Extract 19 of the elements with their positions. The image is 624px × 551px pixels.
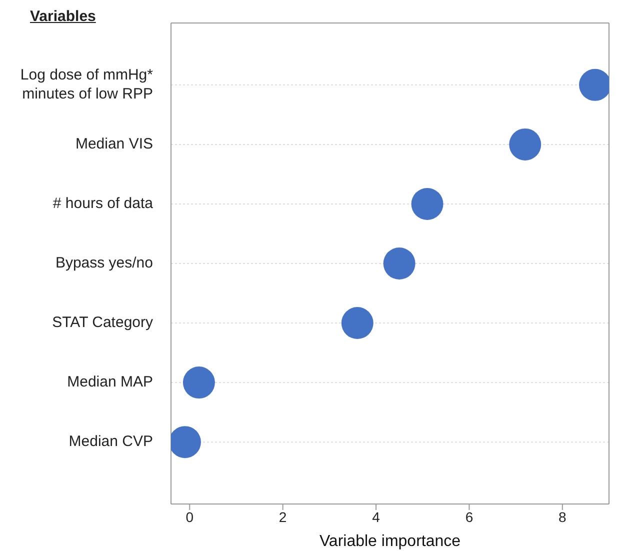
point <box>411 188 444 220</box>
x-axis-title: Variable importance <box>319 533 461 550</box>
x-tick-label: 2 <box>278 508 287 525</box>
y-tick-label: Median MAP <box>67 374 153 391</box>
x-tick-label: 8 <box>558 508 567 525</box>
point <box>182 366 215 399</box>
x-tick-label: 4 <box>372 508 380 525</box>
x-tick-label: 6 <box>465 508 474 525</box>
y-tick-label: Log dose of mmHg* minutes of low RPP <box>20 66 154 102</box>
point <box>509 128 542 160</box>
x-tick-label: 0 <box>186 508 194 525</box>
point <box>341 307 374 340</box>
y-axis-title: Variables <box>30 8 96 25</box>
y-tick-label: Median CVP <box>68 433 153 450</box>
y-tick-label: Median VIS <box>75 135 153 152</box>
point <box>383 248 416 280</box>
y-tick-label: Bypass yes/no <box>55 254 153 272</box>
y-tick-label: STAT Category <box>52 314 154 331</box>
y-tick-label: # hours of data <box>52 194 154 212</box>
